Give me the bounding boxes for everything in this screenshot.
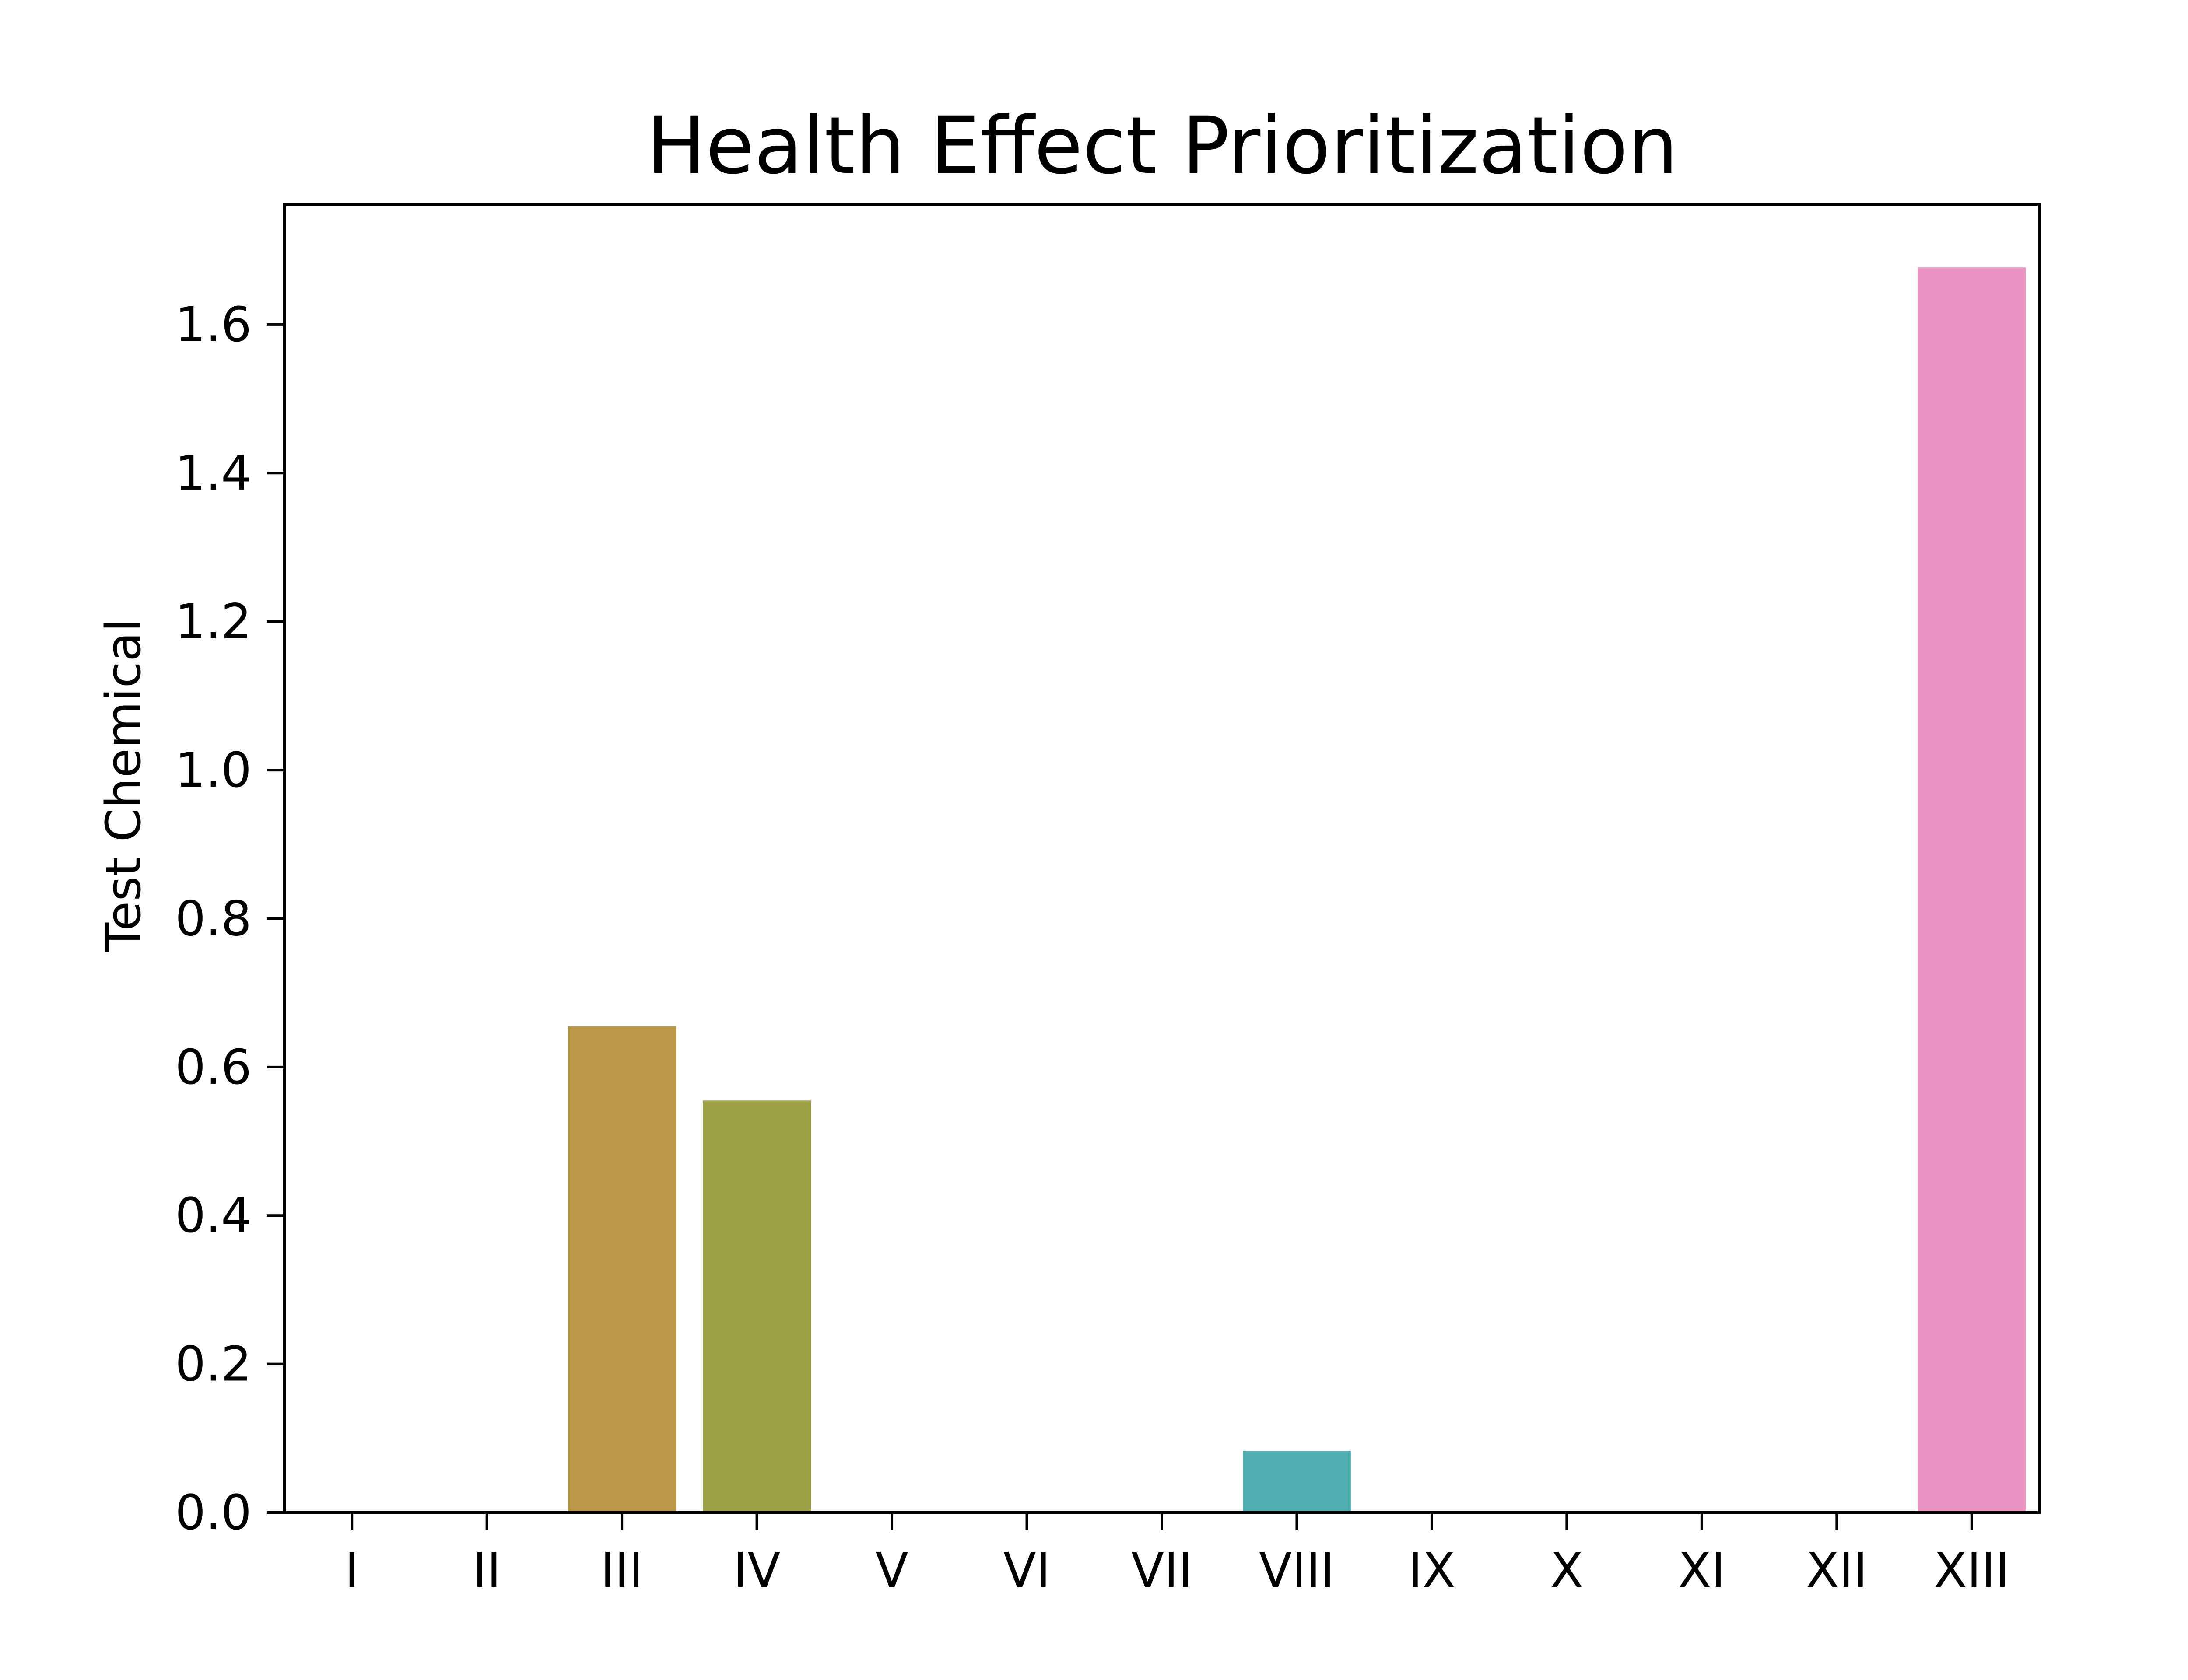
y-tick-label: 0.8 [175,890,252,946]
y-tick-label: 1.2 [175,594,252,650]
plot-frame [283,203,2041,1514]
x-tick-label: XII [1806,1542,1867,1598]
x-tick-label: XI [1678,1542,1725,1598]
x-tick-label: VIII [1259,1542,1335,1598]
y-axis-label: Test Chemical [95,619,151,952]
y-tick-label: 1.6 [175,297,252,353]
x-tick-label: I [345,1542,359,1598]
y-tick-label: 1.0 [175,742,252,798]
bar-iii [568,1026,676,1512]
y-tick-label: 0.6 [175,1039,252,1095]
bar-xiii [1918,267,2026,1513]
y-ticks-group: 0.0 0.2 0.4 0.6 0.8 1.0 1.2 1.4 1.6 [175,297,284,1540]
bar-iv [703,1100,811,1512]
y-tick-label: 0.4 [175,1187,252,1243]
y-tick-label: 0.2 [175,1336,252,1392]
x-tick-label: X [1550,1542,1583,1598]
y-tick-label: 0.0 [175,1484,252,1540]
chart-title: Health Effect Prioritization [646,100,1678,192]
x-tick-label: V [875,1542,908,1598]
x-tick-label: VII [1131,1542,1192,1598]
x-tick-label: III [600,1542,643,1598]
x-tick-label: II [473,1542,501,1598]
x-ticks-group: I II III IV V VI VII VIII IX X XI XII XIII [345,1512,2009,1598]
bar-viii [1243,1451,1351,1512]
x-tick-label: XIII [1934,1542,2009,1598]
x-tick-label: IV [733,1542,781,1598]
y-tick-label: 1.4 [175,445,252,501]
x-tick-label: IX [1408,1542,1455,1598]
x-tick-label: VI [1003,1542,1051,1598]
bars-group [568,267,2026,1513]
